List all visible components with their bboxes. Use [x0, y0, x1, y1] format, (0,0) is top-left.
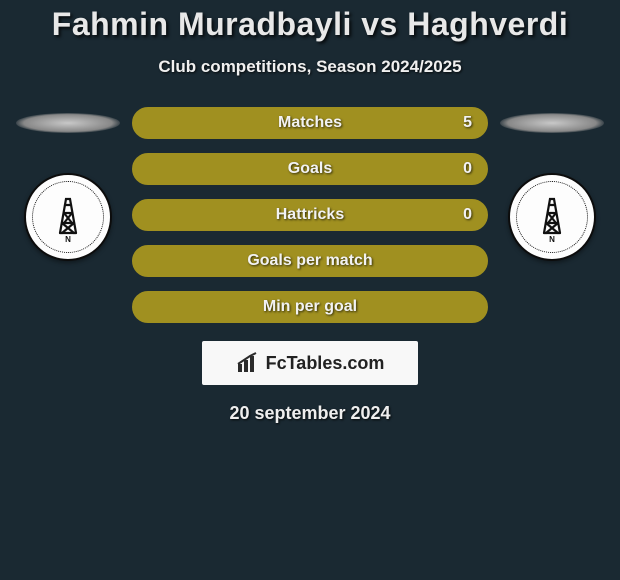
stat-label: Goals [288, 160, 332, 178]
stat-right-value: 5 [463, 114, 472, 132]
stat-row-goals: Goals 0 [132, 153, 488, 185]
stats-list: Matches 5 Goals 0 Hattricks 0 Goals per … [128, 107, 492, 323]
stat-label: Min per goal [263, 298, 357, 316]
date-text: 20 september 2024 [229, 403, 390, 424]
club-logo-right: N [508, 173, 596, 261]
middle-row: N Matches 5 Goals 0 Hattricks 0 [0, 107, 620, 323]
stat-label: Matches [278, 114, 342, 132]
left-side: N [8, 107, 128, 261]
stat-row-gpm: Goals per match [132, 245, 488, 277]
chart-icon [236, 352, 260, 374]
player-shadow-right [500, 113, 604, 133]
club-logo-left: N [24, 173, 112, 261]
player-shadow-left [16, 113, 120, 133]
subtitle: Club competitions, Season 2024/2025 [158, 57, 461, 77]
page-title: Fahmin Muradbayli vs Haghverdi [52, 6, 568, 43]
stat-label: Goals per match [247, 252, 372, 270]
stat-right-value: 0 [463, 206, 472, 224]
comparison-card: Fahmin Muradbayli vs Haghverdi Club comp… [0, 0, 620, 424]
stat-right-value: 0 [463, 160, 472, 178]
stat-row-hattricks: Hattricks 0 [132, 199, 488, 231]
watermark: FcTables.com [202, 341, 418, 385]
stat-row-mpg: Min per goal [132, 291, 488, 323]
stat-label: Hattricks [276, 206, 344, 224]
right-side: N [492, 107, 612, 261]
stat-row-matches: Matches 5 [132, 107, 488, 139]
watermark-text: FcTables.com [266, 353, 385, 374]
